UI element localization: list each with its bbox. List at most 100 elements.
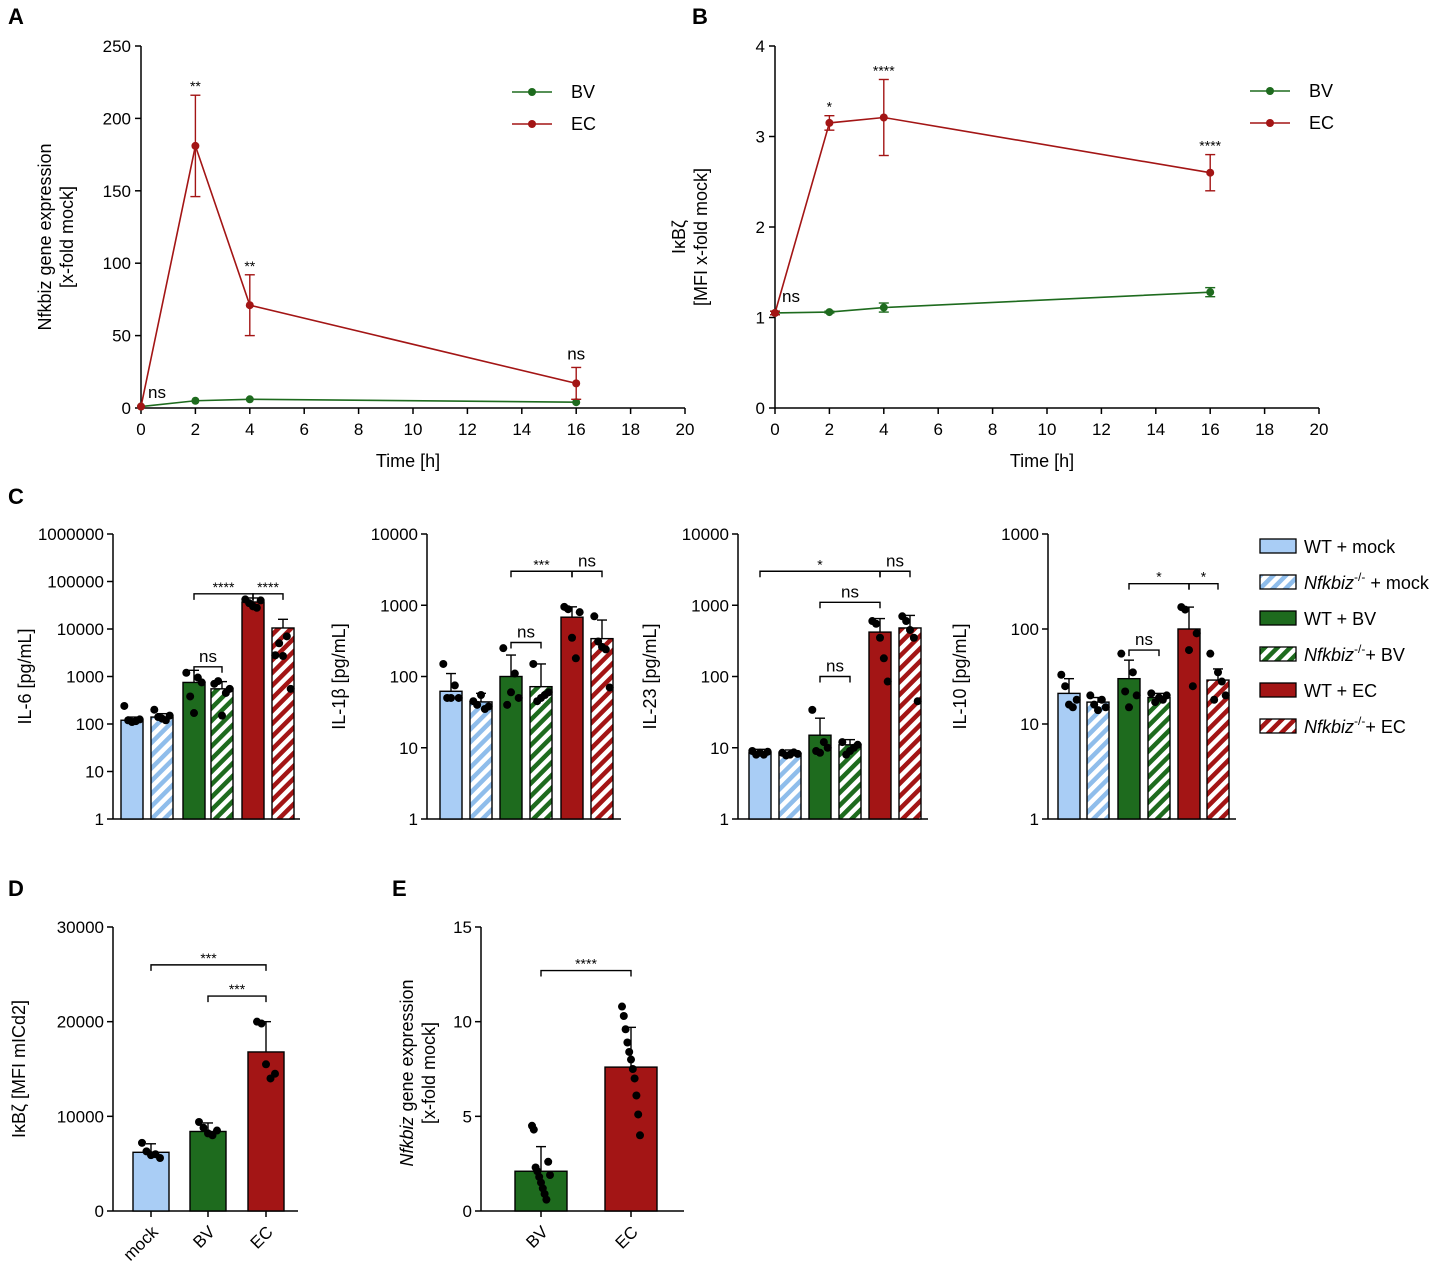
data-point	[1206, 649, 1215, 658]
data-point	[876, 633, 884, 642]
y-tick-label: 1	[95, 810, 104, 829]
x-tick-label: EC	[612, 1222, 642, 1252]
significance-label: ns	[782, 287, 800, 306]
y-tick-label: 1000000	[38, 525, 104, 544]
legend-label-2: Nfkbiz-/- + mock	[1304, 570, 1430, 593]
data-point	[1057, 670, 1066, 679]
series-line-bv	[140, 398, 577, 408]
data-point-bv	[879, 303, 888, 312]
significance-bracket	[510, 641, 542, 649]
legend-label-ec: EC	[571, 114, 596, 134]
data-point	[165, 711, 174, 720]
x-tick-label: 0	[770, 420, 779, 439]
data-point	[1068, 703, 1077, 712]
data-point	[225, 684, 234, 693]
significance-label: ns	[567, 344, 585, 363]
data-point	[575, 608, 584, 617]
legend-marker-ec	[528, 120, 536, 128]
y-tick-label: 10	[710, 739, 729, 758]
legend-label-4: Nfkbiz-/-+ BV	[1304, 642, 1405, 665]
x-tick-label: 6	[299, 420, 308, 439]
y-axis-title: IL-1β [pg/mL]	[329, 623, 349, 729]
legend-label-rest: + mock	[1365, 573, 1430, 593]
data-point	[872, 619, 881, 628]
data-point	[190, 709, 198, 718]
y-tick-label: 100	[103, 254, 131, 273]
data-point-ec	[137, 402, 145, 411]
significance-label: ns	[826, 657, 844, 676]
data-point	[473, 700, 482, 709]
significance-bracket	[1188, 582, 1219, 590]
bar-5	[241, 601, 265, 820]
bar-5	[1177, 628, 1201, 820]
data-point	[571, 654, 580, 663]
data-point	[823, 743, 832, 752]
bar-5	[868, 631, 892, 820]
data-point	[150, 705, 159, 714]
significance-label: ****	[257, 579, 279, 595]
chart-c3: 1 10 100 1000 10000 IL-23 [pg/mL] * ns ns ns	[640, 525, 928, 829]
series-line-bv	[774, 291, 1211, 314]
legend-label-rest: + BV	[1365, 645, 1405, 665]
data-point	[1121, 687, 1130, 696]
legend-label-sup: -/-	[1354, 570, 1365, 584]
data-point	[529, 659, 538, 668]
significance-label: *	[1201, 569, 1207, 585]
chart-c4: 1 10 100 1000 IL-10 [pg/mL] * * ns	[950, 525, 1236, 829]
data-point-ec	[191, 141, 200, 150]
data-point	[218, 711, 226, 720]
y-tick-label: 200	[103, 109, 131, 128]
data-point	[544, 688, 553, 697]
data-point	[838, 738, 847, 747]
data-point	[439, 659, 448, 668]
data-point	[879, 654, 888, 663]
data-point	[1217, 677, 1226, 686]
y-axis-title: IκBζ [MFI x-fold mock]	[669, 168, 711, 306]
bar-2	[150, 716, 174, 820]
y-axis-title: IL-10 [pg/mL]	[950, 623, 970, 729]
y-tick-label: 1000	[1001, 525, 1039, 544]
data-point	[447, 693, 455, 702]
data-point	[507, 688, 515, 697]
bar-1	[1057, 692, 1081, 820]
y-tick-label: 1000	[380, 596, 418, 615]
y-tick-label: 10000	[371, 525, 418, 544]
significance-label: ns	[886, 551, 904, 570]
data-point	[632, 1091, 641, 1100]
data-point	[1210, 695, 1219, 704]
significance-label: ***	[200, 950, 217, 966]
bar-6	[590, 637, 614, 820]
legend-label-3: WT + BV	[1304, 609, 1376, 629]
y-axis-title-line: Nfkbiz gene expression	[35, 143, 55, 330]
data-point	[529, 1125, 538, 1134]
data-point	[282, 632, 291, 641]
bar-4	[210, 688, 234, 820]
significance-label: *	[827, 99, 833, 115]
x-tick-label: 8	[988, 420, 997, 439]
significance-label: ns	[517, 623, 535, 642]
legend-marker-ec	[1266, 119, 1274, 127]
legend-swatch-5	[1259, 682, 1297, 698]
x-tick-label: 2	[191, 420, 200, 439]
x-tick-label: 14	[1146, 420, 1165, 439]
bar-2	[189, 1130, 227, 1212]
legend-label-ec: EC	[1309, 113, 1334, 133]
bar-2	[469, 701, 493, 820]
panel-letter-c: C	[8, 484, 24, 509]
data-point	[816, 748, 824, 757]
bar-1	[748, 752, 772, 820]
data-point	[618, 1002, 626, 1011]
x-tick-label: mock	[120, 1222, 163, 1265]
panel-letter-e: E	[392, 876, 407, 901]
chart-c1: 1 10 100 1000 10000 100000 1000000 IL-6 [pg/mL]…	[15, 525, 300, 829]
x-tick-label: 0	[136, 420, 145, 439]
legend-label-sup: -/-	[1354, 714, 1365, 728]
significance-label: **	[190, 78, 201, 94]
legend-label-6: Nfkbiz-/-+ EC	[1304, 714, 1406, 737]
significance-label: *	[1156, 569, 1162, 585]
data-point	[630, 1074, 639, 1083]
y-axis-title: Nfkbiz gene expression [x-fold mock]	[397, 979, 439, 1166]
y-tick-label: 1	[1030, 810, 1039, 829]
